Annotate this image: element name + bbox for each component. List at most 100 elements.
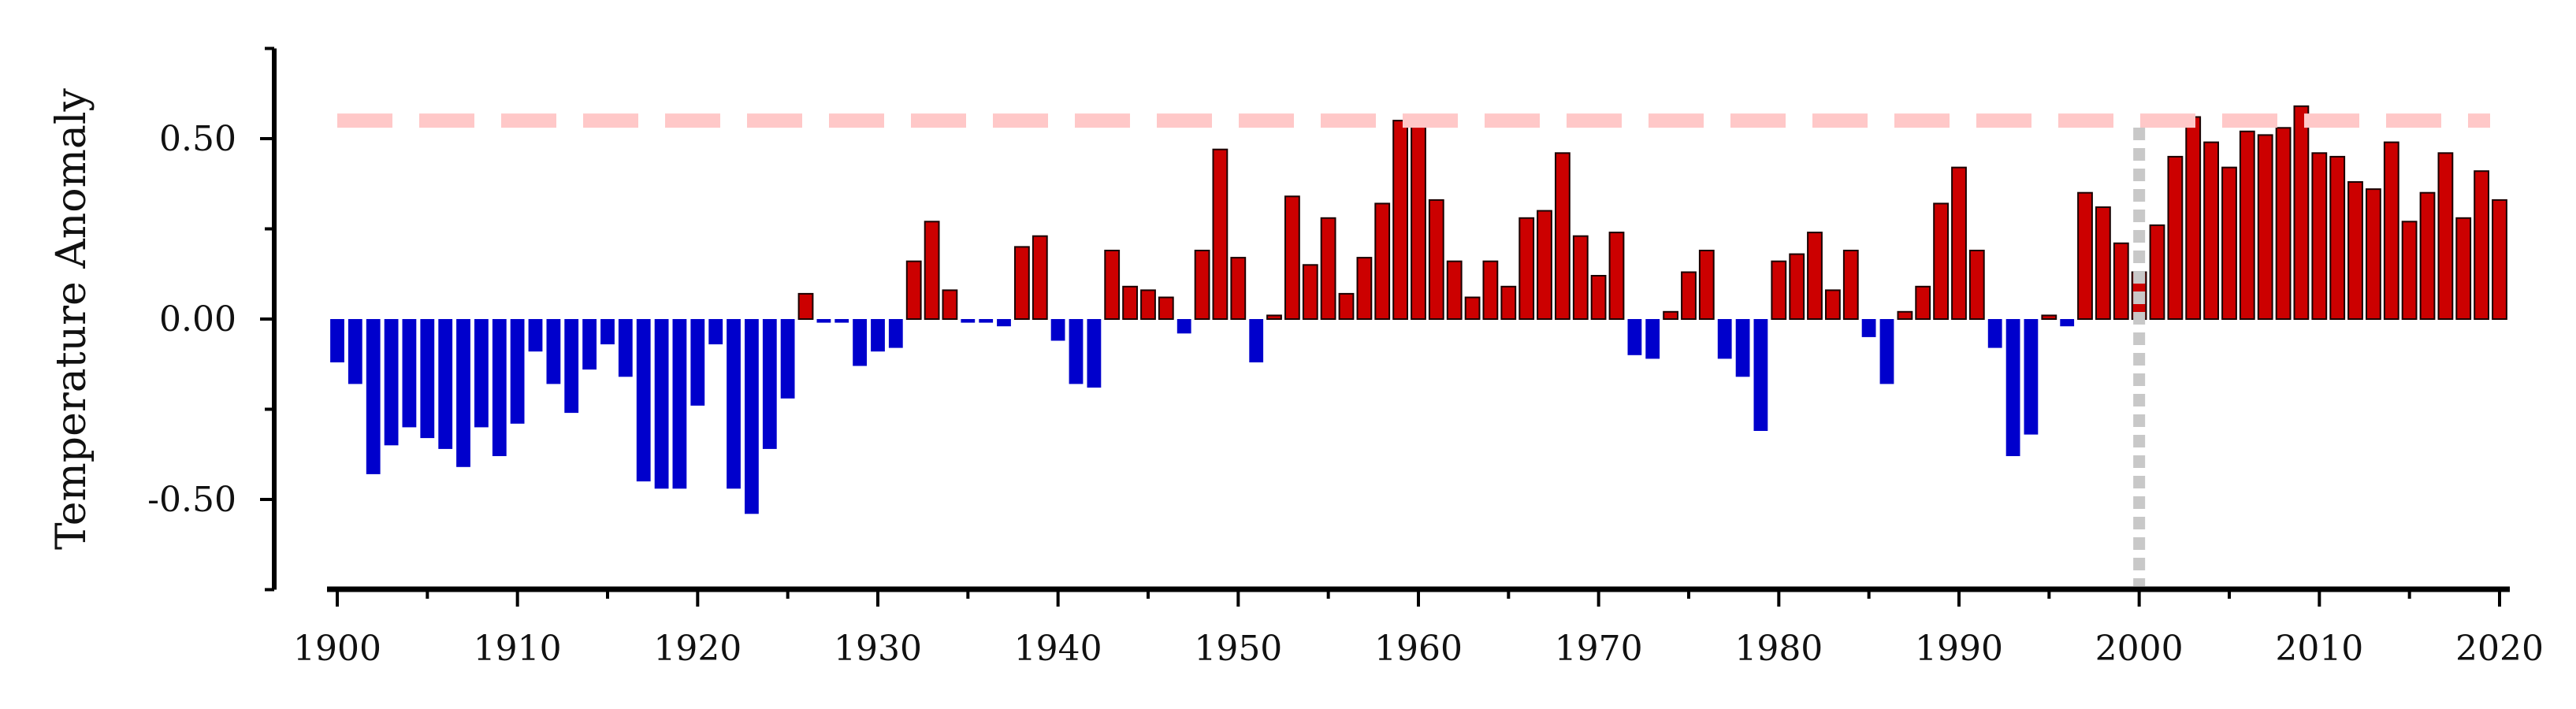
bar-1934 (942, 289, 958, 320)
bar-1919 (672, 319, 687, 489)
bar-1957 (1356, 257, 1373, 321)
bar-1953 (1284, 195, 1300, 320)
y-tick-label: 0.50 (159, 119, 236, 159)
x-tick-label: 2020 (2455, 629, 2544, 669)
bar-1989 (1933, 202, 1949, 320)
bar-1945 (1140, 289, 1156, 320)
bar-1938 (1014, 246, 1030, 320)
bar-2018 (2455, 217, 2472, 320)
bar-2015 (2401, 221, 2418, 320)
bar-1904 (402, 319, 417, 428)
bar-1905 (420, 319, 435, 439)
bar-1936 (979, 319, 994, 323)
bar-1928 (835, 319, 849, 323)
bar-1978 (1735, 319, 1750, 377)
bar-1998 (2095, 206, 2111, 320)
x-tick-label: 1960 (1374, 629, 1463, 669)
bar-1956 (1338, 292, 1355, 320)
bar-1983 (1825, 289, 1841, 320)
bar-1937 (997, 319, 1011, 327)
bar-1924 (762, 319, 777, 449)
bar-1913 (564, 319, 579, 414)
bar-1902 (366, 319, 381, 474)
x-tick-label: 1950 (1194, 629, 1282, 669)
x-tick-label: 1970 (1555, 629, 1643, 669)
bar-1918 (654, 319, 669, 489)
bar-1903 (384, 319, 399, 446)
x-axis-ticks: 1900 1910 1920 1930 1940 1950 1960 1970 1980 1990… (293, 589, 2544, 669)
bar-1974 (1663, 310, 1678, 320)
bar-1912 (546, 319, 561, 384)
bar-1988 (1915, 285, 1931, 320)
bar-1920 (690, 319, 705, 406)
bar-1999 (2113, 242, 2129, 320)
bar-1990 (1951, 166, 1967, 320)
bar-1911 (528, 319, 543, 352)
bar-1991 (1968, 250, 1985, 320)
bar-1970 (1590, 275, 1607, 320)
bar-1914 (582, 319, 597, 370)
bar-1942 (1087, 319, 1102, 388)
bar-2014 (2383, 141, 2399, 320)
bar-1926 (797, 292, 814, 320)
bar-1949 (1212, 148, 1229, 320)
bar-1906 (438, 319, 453, 449)
x-tick-label: 1990 (1915, 629, 2003, 669)
bars-layer (330, 105, 2507, 514)
bar-1931 (888, 319, 903, 348)
x-tick-label: 2010 (2275, 629, 2363, 669)
bar-1966 (1518, 217, 1535, 320)
bar-1975 (1681, 271, 1697, 320)
bar-1932 (905, 260, 922, 321)
bar-1910 (510, 319, 525, 424)
x-tick-label: 1900 (293, 629, 381, 669)
bar-1941 (1069, 319, 1084, 384)
bar-1984 (1842, 250, 1859, 320)
bar-1959 (1392, 120, 1408, 320)
bar-2008 (2275, 127, 2292, 320)
bar-1996 (2060, 319, 2075, 327)
bar-1976 (1698, 250, 1715, 320)
bar-2017 (2437, 152, 2454, 320)
bar-1992 (1987, 319, 2002, 348)
bar-1901 (348, 319, 362, 384)
bar-1922 (727, 319, 741, 489)
bar-2004 (2203, 141, 2219, 320)
bar-1994 (2024, 319, 2039, 435)
bar-2007 (2257, 134, 2273, 320)
bar-2002 (2167, 155, 2184, 320)
bar-1927 (816, 319, 831, 323)
bar-1939 (1032, 235, 1048, 321)
x-tick-label: 1910 (474, 629, 562, 669)
bar-1907 (456, 319, 470, 467)
bar-2009 (2293, 105, 2310, 321)
bar-1917 (636, 319, 651, 482)
bar-1993 (2005, 319, 2020, 456)
y-axis-title: Temperature Anomaly (48, 87, 95, 549)
bar-1951 (1249, 319, 1264, 362)
bar-1955 (1320, 217, 1336, 320)
bar-1981 (1789, 253, 1805, 321)
bar-1952 (1266, 314, 1282, 320)
bar-1954 (1302, 264, 1318, 320)
x-tick-label: 1940 (1014, 629, 1102, 669)
bar-2003 (2185, 116, 2202, 320)
bar-1987 (1897, 310, 1913, 320)
bar-1944 (1122, 285, 1138, 320)
bar-1909 (492, 319, 507, 456)
x-tick-label: 2000 (2095, 629, 2184, 669)
bar-1900 (330, 319, 344, 362)
bar-2013 (2366, 188, 2381, 320)
bar-1916 (618, 319, 633, 377)
bar-1967 (1537, 210, 1552, 320)
y-tick-label: 0.00 (159, 299, 236, 340)
bar-1997 (2077, 191, 2093, 320)
x-tick-label: 1930 (834, 629, 922, 669)
bar-2001 (2149, 224, 2165, 320)
bar-1929 (853, 319, 867, 366)
bar-1921 (708, 319, 723, 345)
bar-1925 (780, 319, 795, 399)
bar-1940 (1050, 319, 1065, 341)
x-tick-label: 1980 (1734, 629, 1823, 669)
